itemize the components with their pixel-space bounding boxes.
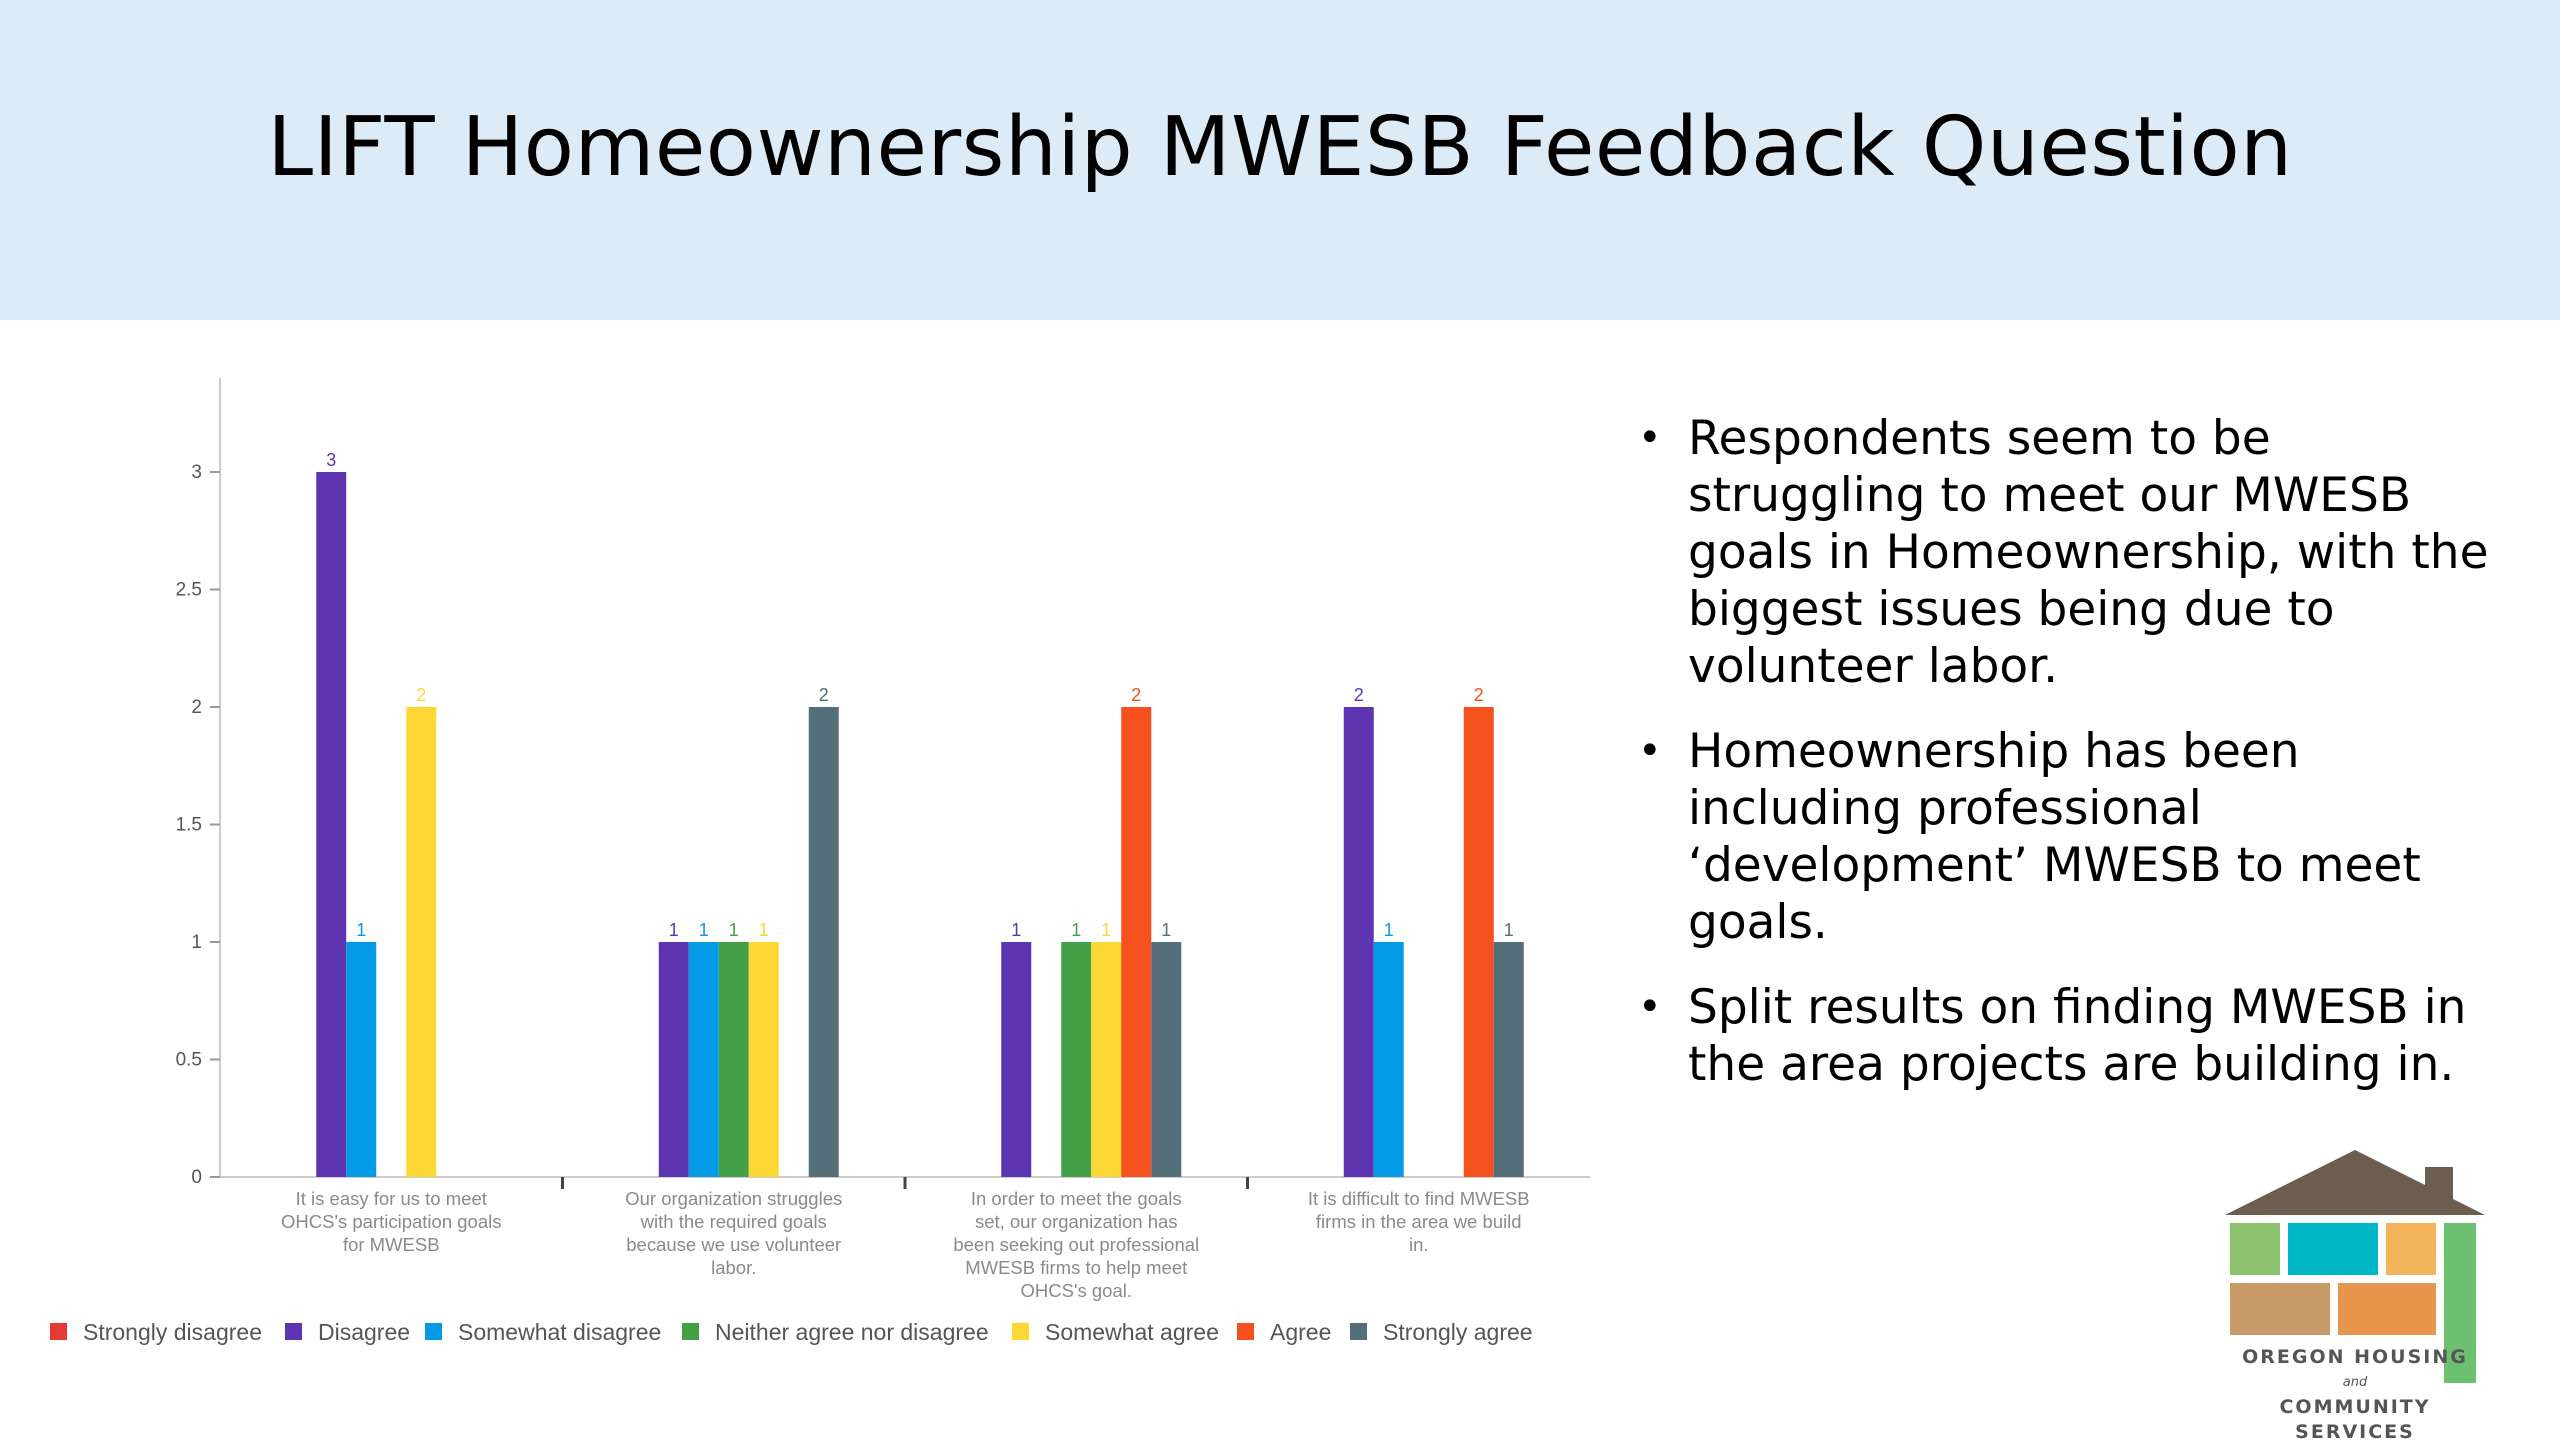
logo-text: OREGON HOUSING and COMMUNITY SERVICES: [2220, 1345, 2490, 1445]
x-category-label: It is easy for us to meet: [296, 1188, 487, 1209]
x-category-label: with the required goals: [640, 1211, 827, 1232]
y-tick-label: 1.5: [176, 815, 202, 836]
bar: [1151, 942, 1182, 1177]
bar-value-label: 1: [1161, 920, 1171, 940]
bullet-dot-icon: •: [1638, 728, 1662, 774]
logo-line-1: OREGON HOUSING: [2242, 1346, 2468, 1368]
x-category-label: It is difficult to find MWESB: [1308, 1188, 1530, 1209]
bar-value-label: 3: [326, 450, 336, 470]
bar-value-label: 1: [356, 920, 366, 940]
bar-value-label: 2: [1131, 685, 1141, 705]
bullet-text: Split results on finding MWESB in the ar…: [1688, 980, 2467, 1092]
bar: [718, 942, 749, 1177]
ohcs-house-logo-icon: [2225, 1150, 2485, 1383]
bar: [1493, 942, 1524, 1177]
bar-chart: 0 0.5 1 1.5 2 2.5 3 3 1 2 It is easy for us to me…: [50, 378, 1590, 1345]
bar: [406, 707, 437, 1177]
x-category-label: firms in the area we build: [1316, 1211, 1522, 1232]
y-tick-label: 2.5: [176, 580, 202, 601]
legend-label: Neither agree nor disagree: [715, 1319, 989, 1345]
bar: [346, 942, 377, 1177]
bar-value-label: 1: [729, 920, 739, 940]
chart-bars: [316, 472, 1524, 1177]
bar-value-label: 2: [1354, 685, 1364, 705]
bar: [1061, 942, 1092, 1177]
legend-swatch: [50, 1323, 67, 1340]
x-category-label: for MWESB: [343, 1234, 440, 1255]
legend-label: Disagree: [318, 1319, 410, 1345]
x-category-label: because we use volunteer: [626, 1234, 841, 1255]
bar-value-label: 1: [1504, 920, 1514, 940]
slide-title: LIFT Homeownership MWESB Feedback Questi…: [267, 100, 2293, 195]
legend-label: Agree: [1270, 1319, 1331, 1345]
bullet-item: • Respondents seem to be struggling to me…: [1630, 410, 2510, 695]
legend-swatch: [682, 1323, 699, 1340]
logo-and: and: [2342, 1375, 2368, 1390]
legend-swatch: [1012, 1323, 1029, 1340]
bullet-item: • Split results on finding MWESB in the a…: [1630, 979, 2510, 1093]
bar: [1343, 707, 1374, 1177]
bar-value-label: 2: [416, 685, 426, 705]
bar-value-label: 2: [819, 685, 829, 705]
bar: [1091, 942, 1122, 1177]
chart-legend: Strongly disagree Disagree Somewhat disagr…: [50, 1319, 1533, 1345]
bullet-dot-icon: •: [1638, 415, 1662, 461]
bar: [808, 707, 839, 1177]
bullet-list: • Respondents seem to be struggling to me…: [1630, 410, 2510, 1121]
y-tick-label: 2: [191, 697, 202, 718]
title-banner: LIFT Homeownership MWESB Feedback Questi…: [0, 0, 2560, 320]
x-category-label: OHCS's goal.: [1021, 1280, 1133, 1301]
logo-line-2: COMMUNITY SERVICES: [2279, 1396, 2431, 1443]
x-category-label: set, our organization has: [975, 1211, 1178, 1232]
bar: [1001, 942, 1032, 1177]
legend-label: Strongly disagree: [83, 1319, 262, 1345]
legend-swatch: [1350, 1323, 1367, 1340]
legend-swatch: [285, 1323, 302, 1340]
bullet-text: Homeownership has been including profess…: [1688, 724, 2421, 950]
bar: [688, 942, 719, 1177]
x-category-label: been seeking out professional: [953, 1234, 1199, 1255]
bar-value-label: 1: [759, 920, 769, 940]
bar: [1373, 942, 1404, 1177]
legend-swatch: [425, 1323, 442, 1340]
y-tick-label: 0: [191, 1167, 202, 1188]
x-category-label: In order to meet the goals: [971, 1188, 1182, 1209]
bar-value-label: 2: [1474, 685, 1484, 705]
bar: [1121, 707, 1152, 1177]
bar-value-label: 1: [669, 920, 679, 940]
legend-label: Somewhat agree: [1045, 1319, 1219, 1345]
bar-value-label: 1: [1101, 920, 1111, 940]
x-category-label: in.: [1409, 1234, 1429, 1255]
x-category-label: labor.: [711, 1257, 756, 1278]
bullet-item: • Homeownership has been including profes…: [1630, 723, 2510, 951]
legend-label: Somewhat disagree: [458, 1319, 661, 1345]
x-category-label: OHCS's participation goals: [281, 1211, 502, 1232]
bar: [748, 942, 779, 1177]
bullet-text: Respondents seem to be struggling to mee…: [1688, 411, 2489, 694]
bar: [1463, 707, 1494, 1177]
legend-swatch: [1237, 1323, 1254, 1340]
bar: [316, 472, 347, 1177]
bar-value-label: 1: [1071, 920, 1081, 940]
bar-value-label: 1: [699, 920, 709, 940]
legend-label: Strongly agree: [1383, 1319, 1533, 1345]
y-tick-label: 1: [191, 932, 202, 953]
y-tick-label: 3: [191, 462, 202, 483]
x-category-label: MWESB firms to help meet: [965, 1257, 1187, 1278]
bar-value-label: 1: [1384, 920, 1394, 940]
bar: [658, 942, 689, 1177]
bar-value-label: 1: [1011, 920, 1021, 940]
bullet-dot-icon: •: [1638, 984, 1662, 1030]
x-category-label: Our organization struggles: [625, 1188, 842, 1209]
y-tick-label: 0.5: [176, 1050, 202, 1071]
